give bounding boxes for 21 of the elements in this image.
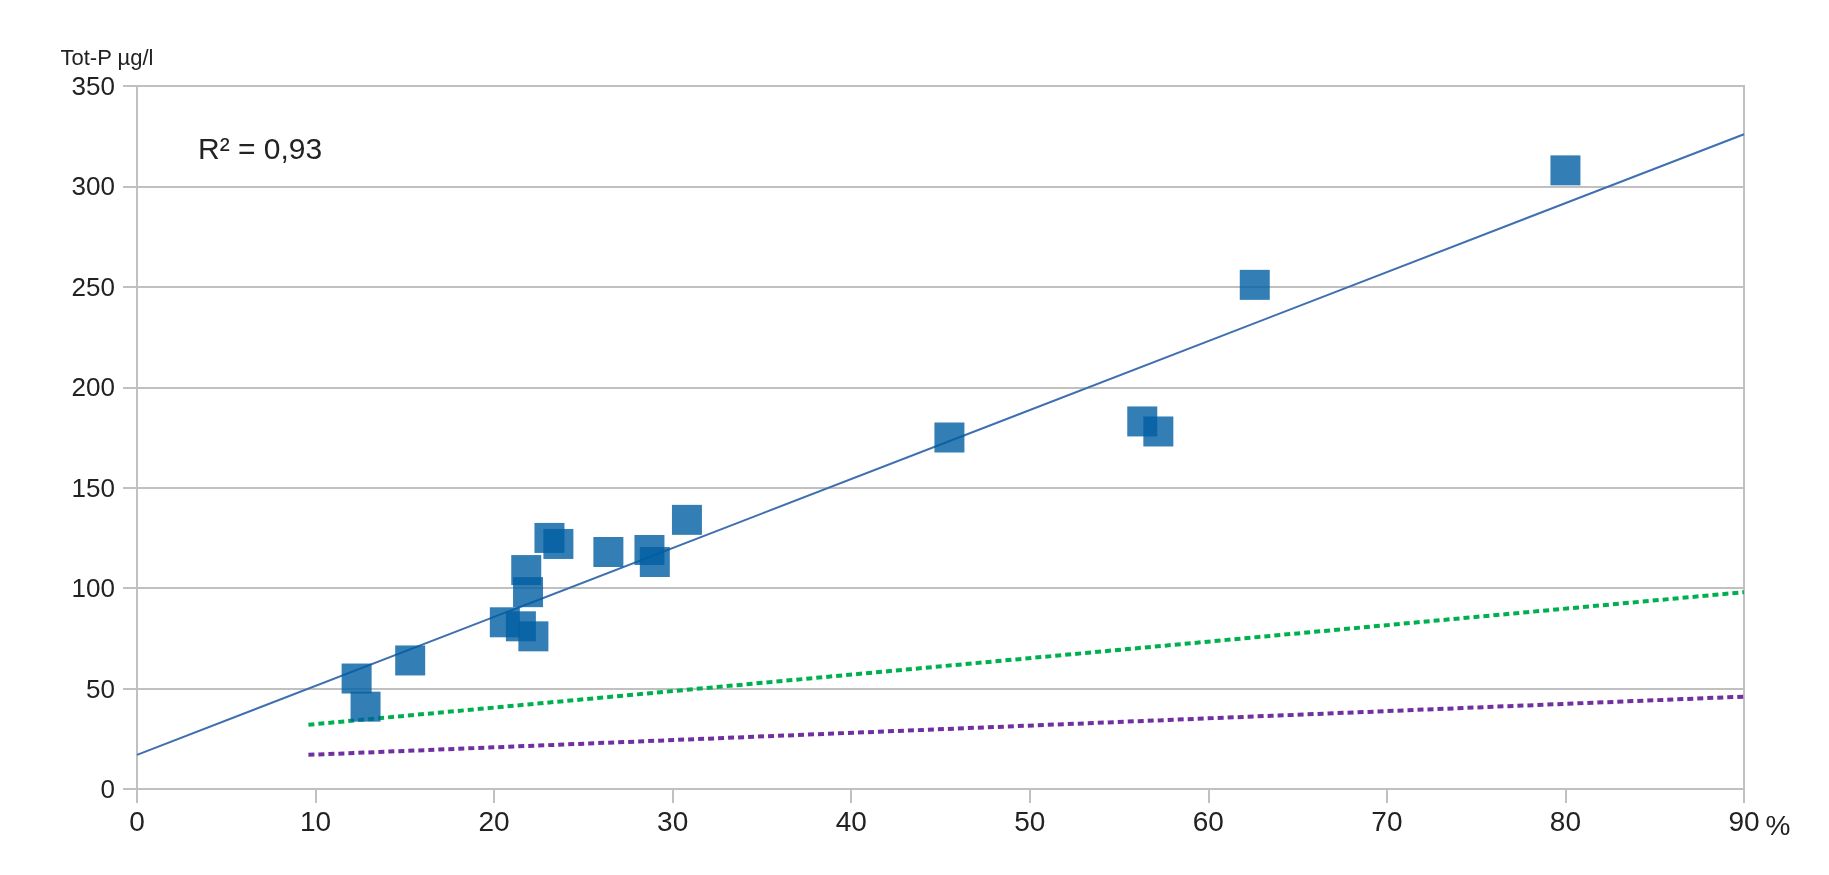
y-tick-label: 300 [71, 171, 115, 202]
y-tick-label: 100 [71, 573, 115, 604]
x-tick-label: 80 [1549, 805, 1582, 837]
y-tick-label: 50 [86, 673, 115, 704]
x-tick-label: 20 [478, 805, 510, 837]
x-tick-label: 90 [1728, 805, 1760, 837]
x-tick-label: 10 [299, 805, 332, 837]
x-tick-label: 30 [657, 805, 689, 837]
y-tick-label: 250 [71, 271, 115, 302]
x-tick-label: 70 [1371, 805, 1403, 837]
x-tick-label: 0 [129, 805, 145, 837]
x-tick-label: 50 [1014, 805, 1046, 837]
x-axis-title: % [1765, 809, 1791, 841]
y-axis-title: Tot-P µg/l [60, 44, 154, 70]
y-tick-label: 200 [71, 372, 115, 403]
y-tick-label: 0 [100, 774, 115, 804]
x-tick-label: 60 [1192, 805, 1224, 837]
annotation: R² = 0,93 [198, 131, 323, 165]
x-tick-label: 40 [835, 805, 867, 837]
y-tick-label: 150 [71, 472, 115, 503]
y-tick-label: 350 [71, 71, 115, 101]
